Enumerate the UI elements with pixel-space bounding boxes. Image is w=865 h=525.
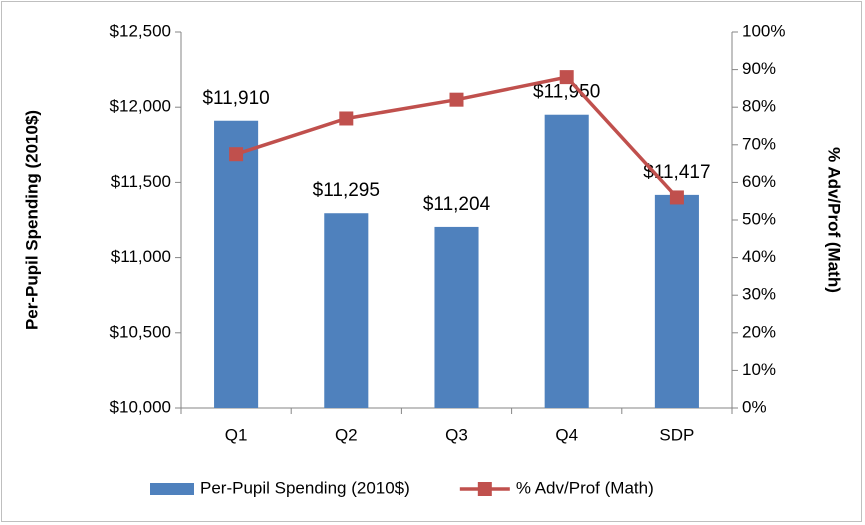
y-tick-label: $10,000: [110, 397, 171, 416]
y2-tick-label: 60%: [742, 172, 776, 191]
legend-swatch: [477, 482, 492, 496]
y-axis-label: Per-Pupil Spending (2010$): [22, 110, 41, 330]
x-tick-label: SDP: [659, 425, 694, 444]
data-label: $11,204: [423, 194, 491, 215]
y2-tick-label: 100%: [742, 21, 785, 40]
y2-tick-label: 90%: [742, 59, 776, 78]
data-label: $11,910: [202, 88, 269, 109]
y2-tick-label: 0%: [742, 397, 767, 416]
y-tick-label: $10,500: [110, 322, 171, 341]
x-tick-label: Q2: [335, 425, 358, 444]
y2-tick-label: 20%: [742, 322, 776, 341]
x-tick-label: Q1: [225, 425, 248, 444]
marker: [229, 147, 244, 162]
y2-tick-label: 30%: [742, 285, 776, 304]
marker: [449, 92, 464, 107]
bar: [214, 120, 259, 409]
legend-swatch: [150, 483, 194, 495]
legend-label: Per-Pupil Spending (2010$): [200, 478, 410, 497]
y-tick-label: $11,000: [111, 247, 171, 266]
y2-tick-label: 40%: [742, 247, 776, 266]
y2-tick-label: 50%: [742, 209, 776, 228]
data-label: $11,295: [313, 180, 380, 201]
y2-tick-label: 10%: [742, 360, 776, 379]
bar: [324, 213, 369, 408]
y-tick-label: $12,000: [110, 97, 171, 116]
y2-axis-label: % Adv/Prof (Math): [825, 147, 844, 293]
bar: [544, 114, 589, 408]
marker: [339, 111, 354, 126]
marker: [559, 70, 574, 85]
marker: [669, 190, 684, 205]
x-tick-label: Q4: [555, 425, 578, 444]
y2-tick-label: 80%: [742, 97, 776, 116]
bar: [654, 194, 699, 408]
legend-label: % Adv/Prof (Math): [516, 478, 654, 497]
bar: [434, 226, 479, 408]
data-label: $11,950: [533, 82, 600, 103]
y-tick-label: $12,500: [110, 21, 171, 40]
y2-tick-label: 70%: [742, 134, 776, 153]
y-tick-label: $11,500: [111, 172, 171, 191]
x-tick-label: Q3: [445, 425, 468, 444]
